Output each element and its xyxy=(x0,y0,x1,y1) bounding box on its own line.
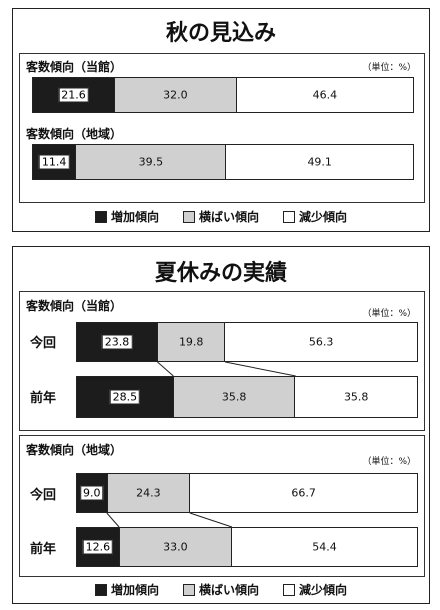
row-label: 前年 xyxy=(30,542,57,557)
legend-item-flat: 横ばい傾向 xyxy=(182,581,259,598)
data-label: 46.4 xyxy=(312,88,338,102)
panel-title: 夏休みの実績 xyxy=(154,261,287,286)
segment-increase: 23.8 xyxy=(77,323,158,361)
segment-decrease: 35.8 xyxy=(295,377,417,417)
data-label: 54.4 xyxy=(312,540,337,554)
data-label: 9.0 xyxy=(80,485,104,501)
data-label: 39.5 xyxy=(138,155,164,169)
data-label: 28.5 xyxy=(109,389,141,405)
stacked-bar: 21.6 32.0 46.4 xyxy=(32,77,414,113)
stacked-bar: 23.8 19.8 56.3 xyxy=(76,322,418,362)
legend-label: 減少傾向 xyxy=(299,210,348,224)
segment-increase: 28.5 xyxy=(77,377,174,417)
data-label: 12.6 xyxy=(82,539,114,555)
panel-title: 秋の見込み xyxy=(165,21,276,46)
chart-box-hotel: 客数傾向（当館） （単位：%） 今回 23.8 19.8 56.3 前年 28.5 3… xyxy=(19,291,425,431)
chart-title: 客数傾向（地域） xyxy=(26,127,123,141)
legend-item-decrease: 減少傾向 xyxy=(283,208,347,225)
legend: 増加傾向 横ばい傾向 減少傾向 xyxy=(13,581,429,598)
data-label: 33.0 xyxy=(163,540,188,554)
segment-increase: 12.6 xyxy=(77,528,120,566)
segment-decrease: 46.4 xyxy=(236,78,413,112)
legend: 増加傾向 横ばい傾向 減少傾向 xyxy=(13,208,429,225)
stacked-bar: 12.6 33.0 54.4 xyxy=(76,527,418,567)
data-label: 21.6 xyxy=(58,87,89,103)
chart-box-autumn: 客数傾向（当館） （単位：%） 21.6 32.0 46.4 客数傾向（地域） 11… xyxy=(19,53,425,203)
data-label: 35.8 xyxy=(221,390,247,404)
legend-swatch xyxy=(283,583,295,596)
segment-increase: 21.6 xyxy=(33,78,116,112)
data-label: 49.1 xyxy=(307,155,332,169)
data-label: 23.8 xyxy=(101,334,133,350)
segment-decrease: 56.3 xyxy=(225,323,417,361)
segment-decrease: 54.4 xyxy=(232,528,417,566)
row-label: 前年 xyxy=(30,391,57,406)
chart-title: 客数傾向（地域） xyxy=(26,443,123,457)
legend-label: 減少傾向 xyxy=(299,583,348,597)
unit-label: （単位：%） xyxy=(362,63,416,73)
chart-box-region: 客数傾向（地域） （単位：%） 今回 9.0 24.3 66.7 前年 12.6 33… xyxy=(19,435,425,577)
legend-swatch xyxy=(94,583,107,596)
stacked-bar: 11.4 39.5 49.1 xyxy=(32,144,414,180)
legend-label: 横ばい傾向 xyxy=(198,583,259,597)
legend-swatch xyxy=(94,210,107,223)
segment-flat: 33.0 xyxy=(119,528,233,566)
chart-title: 客数傾向（当館） xyxy=(26,299,123,313)
data-label: 24.3 xyxy=(136,486,161,500)
segment-flat: 19.8 xyxy=(158,323,226,361)
segment-increase: 11.4 xyxy=(33,145,77,179)
stacked-bar: 28.5 35.8 35.8 xyxy=(76,376,418,418)
segment-increase: 9.0 xyxy=(77,474,108,512)
legend-item-increase: 増加傾向 xyxy=(94,208,159,225)
data-label: 66.7 xyxy=(291,486,316,500)
unit-label: （単位：%） xyxy=(362,457,416,467)
legend-item-increase: 増加傾向 xyxy=(94,581,159,598)
legend-swatch xyxy=(182,210,195,223)
data-label: 35.8 xyxy=(343,390,369,404)
segment-flat: 32.0 xyxy=(115,78,237,112)
legend-item-flat: 横ばい傾向 xyxy=(182,208,259,225)
stacked-bar: 9.0 24.3 66.7 xyxy=(76,473,418,513)
legend-item-decrease: 減少傾向 xyxy=(283,581,347,598)
unit-label: （単位：%） xyxy=(362,309,416,319)
legend-swatch xyxy=(182,583,195,596)
legend-swatch xyxy=(283,210,295,223)
legend-label: 増加傾向 xyxy=(110,210,159,224)
panel-summer-results: 夏休みの実績 客数傾向（当館） （単位：%） 今回 23.8 19.8 56.3 前… xyxy=(12,246,430,604)
data-label: 56.3 xyxy=(308,335,334,349)
segment-flat: 35.8 xyxy=(173,377,296,417)
chart-title: 客数傾向（当館） xyxy=(26,60,123,74)
data-label: 11.4 xyxy=(38,154,70,170)
data-label: 32.0 xyxy=(163,88,188,102)
segment-decrease: 49.1 xyxy=(226,145,413,179)
segment-flat: 24.3 xyxy=(107,474,191,512)
row-label: 今回 xyxy=(30,488,57,503)
segment-flat: 39.5 xyxy=(76,145,227,179)
segment-decrease: 66.7 xyxy=(190,474,417,512)
data-label: 19.8 xyxy=(178,335,204,349)
legend-label: 増加傾向 xyxy=(110,583,159,597)
panel-autumn-forecast: 秋の見込み 客数傾向（当館） （単位：%） 21.6 32.0 46.4 客数傾向（… xyxy=(12,8,430,232)
legend-label: 横ばい傾向 xyxy=(198,210,259,224)
row-label: 今回 xyxy=(30,336,57,351)
